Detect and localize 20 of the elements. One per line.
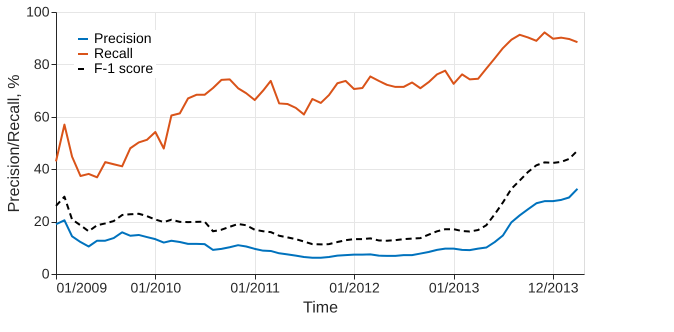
y-tick-label: 100: [26, 4, 50, 20]
y-axis-title: Precision/Recall, %: [6, 74, 24, 212]
line-series: [55, 31, 578, 178]
x-tick-label: 01/2009: [56, 280, 108, 296]
line-series: [55, 188, 578, 259]
legend-label: Precision: [94, 30, 152, 46]
y-tick-label: 0: [42, 266, 50, 282]
x-tick-label: 12/2013: [528, 280, 579, 296]
legend-label: Recall: [94, 45, 133, 61]
line-series: [55, 150, 578, 246]
y-tick-label: 40: [34, 160, 50, 177]
legend-label: F-1 score: [94, 60, 154, 76]
x-tick-label: 01/2011: [230, 280, 280, 296]
x-tick-label: 01/2010: [130, 280, 182, 296]
y-tick-label: 80: [34, 56, 50, 72]
y-tick-label: 20: [34, 213, 50, 230]
x-tick-label: 01/2012: [329, 280, 380, 296]
x-axis-title: Time: [303, 300, 338, 316]
x-tick-label: 01/2013: [428, 280, 480, 296]
y-tick-label: 60: [34, 108, 50, 124]
